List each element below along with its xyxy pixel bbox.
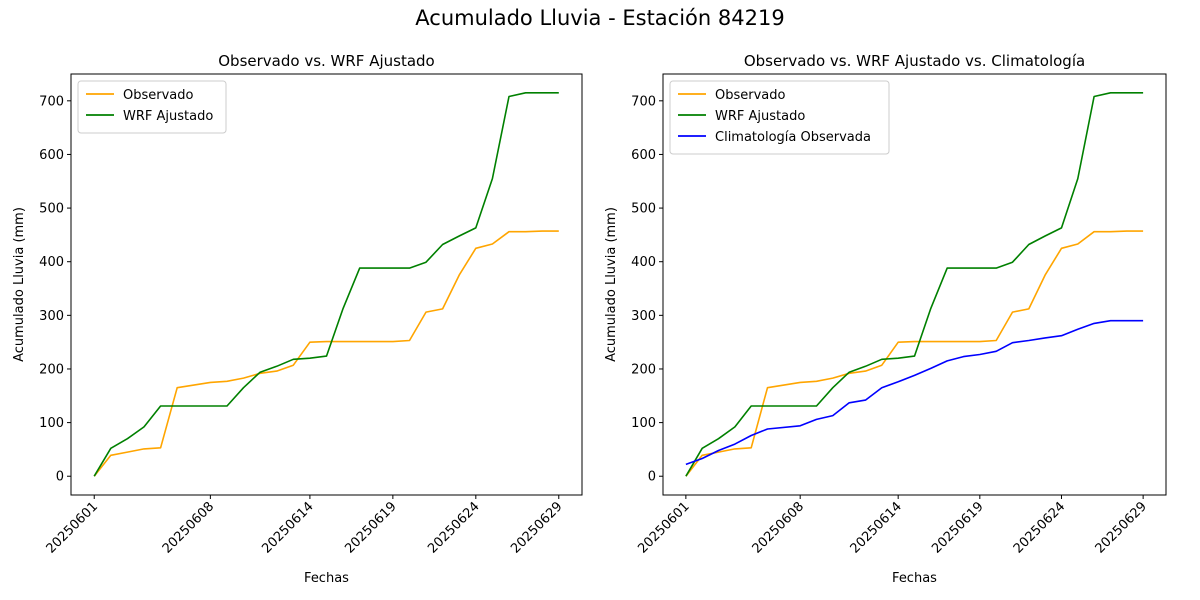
series-line-observado [93,230,559,477]
y-tick-label: 0 [56,470,64,485]
y-tick-label: 300 [39,309,64,324]
x-axis-label: Fechas [304,571,349,586]
series-line-wrf-ajustado [93,92,559,477]
axes-title: Observado vs. WRF Ajustado [218,52,434,70]
x-tick-label: 20250614 [259,499,316,556]
x-tick-label: 20250629 [508,499,565,556]
x-tick-label: 20250624 [425,499,482,556]
legend-entry: WRF Ajustado [123,109,213,124]
x-tick-label: 20250608 [160,499,217,556]
x-tick-label: 20250619 [342,499,399,556]
y-tick-label: 700 [39,94,64,109]
legend-entry: Observado [123,88,194,103]
y-tick-label: 100 [39,416,64,431]
y-axis-label: Acumulado Lluvia (mm) [12,207,27,362]
y-tick-label: 600 [39,148,64,163]
x-tick-label: 20250601 [44,499,101,556]
series-group [93,92,559,477]
axes-0: Observado vs. WRF Ajustado 0 100 200 300 400 5… [12,52,583,586]
y-tick-label: 200 [39,362,64,377]
legend-box [77,80,227,134]
legend: Observado WRF Ajustado [77,80,227,134]
y-tick-label: 500 [39,202,64,217]
y-tick-label: 400 [39,255,64,270]
axes-frame [70,73,583,496]
figure-title: Acumulado Lluvia - Estación 84219 [415,6,785,30]
